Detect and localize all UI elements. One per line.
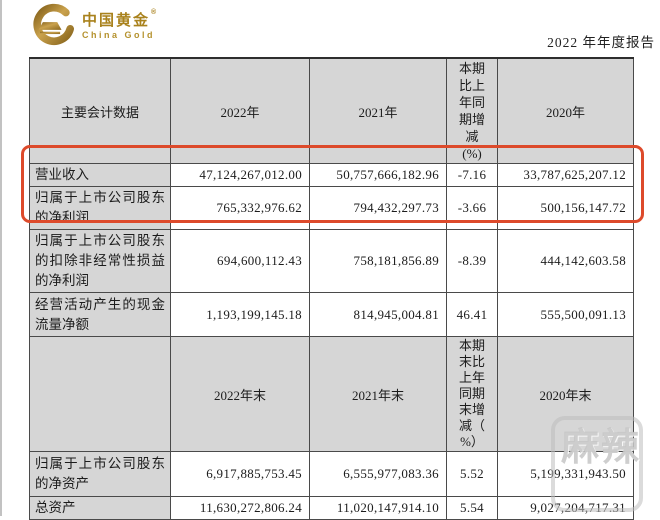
cell-2022: 1,193,199,145.18 (170, 292, 310, 337)
header-empty (29, 336, 171, 452)
cell-change: -8.39 (446, 229, 498, 293)
cell-2020: 33,787,625,207.12 (497, 163, 634, 187)
cell-2022: 47,124,267,012.00 (170, 163, 310, 187)
cell-2020: 500,156,147.72 (497, 186, 634, 230)
row-label: 归属于上市公司股东的净资产 (29, 451, 171, 497)
cell-2021: 50,757,666,182.96 (309, 163, 447, 187)
cell-2022: 765,332,976.62 (170, 186, 310, 230)
cell-change: 5.52 (446, 451, 498, 497)
table-row-total-assets: 总资产 11,630,272,806.24 11,020,147,914.10 … (29, 496, 634, 520)
cell-2021: 794,432,297.73 (309, 186, 447, 230)
page-left-edge (0, 0, 2, 516)
cell-change: 46.41 (446, 292, 498, 337)
cell-2022: 694,600,112.43 (170, 229, 310, 293)
table-header-annual: 主要会计数据 2022年 2021年 本期 比上 年同 期增 减 (%) 202… (29, 57, 634, 164)
cell-2021: 758,181,856.89 (309, 229, 447, 293)
company-logo: 中国黄金 ® China Gold (28, 3, 159, 49)
cell-2021: 6,555,977,083.36 (309, 451, 447, 497)
row-label: 归属于上市公司股东的扣除非经常性损益的净利润 (29, 229, 171, 293)
cell-change: -7.16 (446, 163, 498, 187)
row-label: 总资产 (29, 496, 171, 520)
row-label: 归属于上市公司股东的净利润 (29, 186, 171, 230)
china-gold-logo-icon (33, 3, 75, 45)
cell-2020: 555,500,091.13 (497, 292, 634, 337)
header-2021-end: 2021年末 (309, 336, 447, 452)
cell-change: -3.66 (446, 186, 498, 230)
row-label: 经营活动产生的现金流量净额 (29, 292, 171, 337)
table-row-net-profit: 归属于上市公司股东的净利润 765,332,976.62 794,432,297… (29, 186, 634, 230)
cell-2022: 6,917,885,753.45 (170, 451, 310, 497)
table-row-revenue: 营业收入 47,124,267,012.00 50,757,666,182.96… (29, 163, 634, 187)
cell-change: 5.54 (446, 496, 498, 520)
table-row-deducted-net-profit: 归属于上市公司股东的扣除非经常性损益的净利润 694,600,112.43 75… (29, 229, 634, 293)
header-yoy-change: 本期 比上 年同 期增 减 (%) (446, 57, 498, 164)
cell-2020: 5,199,331,943.50 (497, 451, 634, 497)
cell-2020: 9,027,204,717.31 (497, 496, 634, 520)
table-header-period-end: 2022年末 2021年末 本期 末比 上年 同期 末增 减（ %） 2020年… (29, 336, 634, 452)
header-main-accounting-data: 主要会计数据 (29, 57, 171, 164)
table-row-operating-cash-flow: 经营活动产生的现金流量净额 1,193,199,145.18 814,945,0… (29, 292, 634, 337)
header-2022-end: 2022年末 (170, 336, 310, 452)
cell-2020: 444,142,603.58 (497, 229, 634, 293)
cell-2021: 11,020,147,914.10 (309, 496, 447, 520)
table-row-net-assets: 归属于上市公司股东的净资产 6,917,885,753.45 6,555,977… (29, 451, 634, 497)
header-2021: 2021年 (309, 57, 447, 164)
header-2020: 2020年 (497, 57, 634, 164)
financial-summary-table: 主要会计数据 2022年 2021年 本期 比上 年同 期增 减 (%) 202… (29, 57, 634, 520)
header-2022: 2022年 (170, 57, 310, 164)
brand-name: 中国黄金 ® (82, 8, 159, 29)
cell-2021: 814,945,004.81 (309, 292, 447, 337)
report-title: 2022 年年度报告 (547, 35, 655, 50)
cell-2022: 11,630,272,806.24 (170, 496, 310, 520)
header-end-yoy-change: 本期 末比 上年 同期 末增 减（ %） (446, 336, 498, 452)
header-2020-end: 2020年末 (497, 336, 634, 452)
registered-mark: ® (151, 8, 159, 16)
brand-subtitle: China Gold (82, 29, 155, 40)
row-label: 营业收入 (29, 163, 171, 187)
